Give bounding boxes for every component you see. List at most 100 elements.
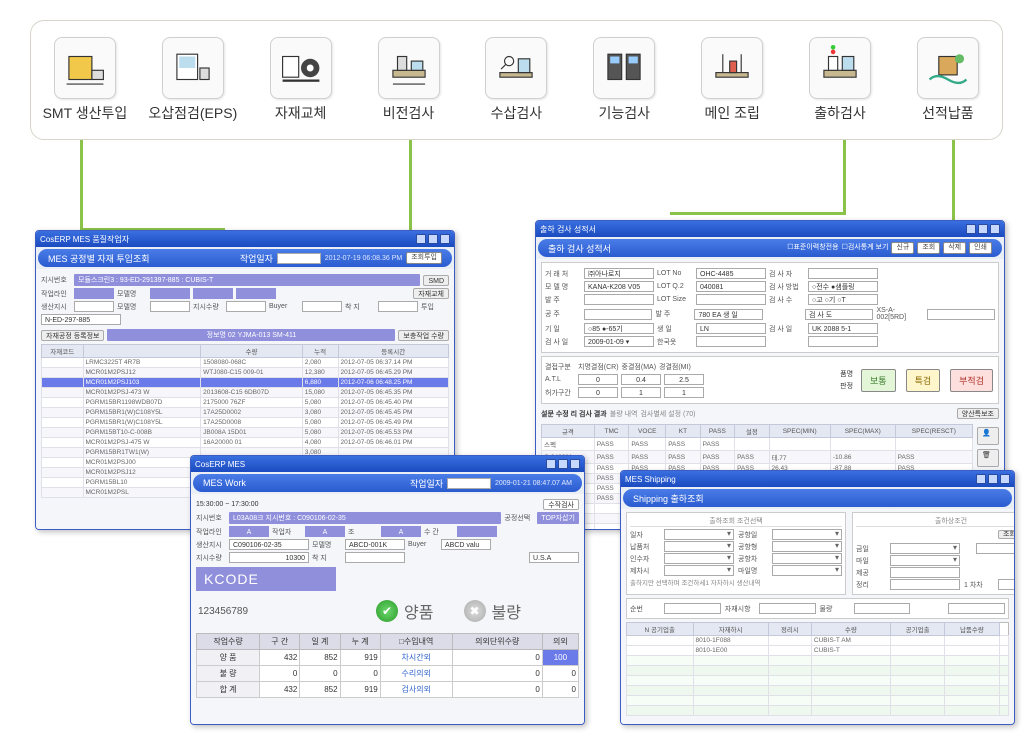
- subheader: MES 공정별 자재 투입조회 작업일자 2012-07-19 2012-07-…: [38, 249, 452, 267]
- gen-button[interactable]: 양산특보조: [957, 408, 999, 419]
- window-buttons[interactable]: [976, 474, 1010, 484]
- window-buttons[interactable]: [416, 234, 450, 244]
- material-icon: [270, 37, 332, 99]
- flow-node-ship[interactable]: 선적납품: [901, 37, 995, 123]
- titlebar[interactable]: 출하 검사 성적서: [536, 221, 1004, 237]
- hand-icon: [485, 37, 547, 99]
- line-field[interactable]: [74, 288, 114, 299]
- subhead-title: MES Work: [203, 478, 246, 488]
- delete-button[interactable]: 삭제: [943, 242, 966, 254]
- feeder-btn[interactable]: 보충작업 수량: [398, 330, 449, 341]
- subhead-title: 출하 검사 성적서: [548, 242, 611, 255]
- barcode-value: 123456789: [198, 606, 318, 617]
- time-range: 15:30:00 ~ 17:30:00: [196, 501, 258, 508]
- subheader: MES Work 작업일자 2009-01-21 2009-01-21 08:4…: [193, 474, 582, 492]
- instr-label: 지시번호: [41, 275, 71, 285]
- top-button[interactable]: 수작검사: [543, 499, 579, 510]
- timestamp: 2012-07-19 06:08.36 PM: [325, 255, 402, 262]
- flow-label: SMT 생산투입: [43, 103, 128, 123]
- view-button[interactable]: 조회: [917, 242, 940, 254]
- flow-node-material[interactable]: 자재교체: [254, 37, 348, 123]
- model-label: 모델명: [117, 289, 147, 299]
- smd-button[interactable]: SMD: [423, 275, 449, 286]
- connector: [843, 140, 846, 214]
- flow-node-out[interactable]: 출하검사: [793, 37, 887, 123]
- fail-button[interactable]: 부적검: [950, 369, 993, 392]
- titlebar[interactable]: CosERP MES 품질작업자: [36, 231, 454, 247]
- print-button[interactable]: 인쇄: [969, 242, 992, 254]
- connector: [80, 140, 83, 230]
- tab-3[interactable]: 검사별세 설정 (70): [640, 409, 695, 419]
- window-title: CosERP MES: [195, 460, 245, 469]
- window-body: 출하조회 조건선택 일자공항일납품처공항형인수자공항차제차시마일명출하지만 선택…: [621, 509, 1014, 725]
- window-title: MES Shipping: [625, 475, 676, 484]
- feeder-tab[interactable]: 자재공정 등록정보: [41, 330, 104, 341]
- instr-field[interactable]: 모듈스크린3 : 93-ED-291397-885 : CUBIS-T: [74, 274, 420, 286]
- flow-label: 메인 조립: [704, 103, 759, 123]
- date-field[interactable]: 2012-07-19: [277, 253, 321, 264]
- flow-label: 선적납품: [922, 103, 974, 123]
- assy-icon: [701, 37, 763, 99]
- model-field[interactable]: [150, 288, 190, 299]
- instr-field[interactable]: L03A08크 지시번호 : C090106-02-35: [229, 512, 501, 524]
- feeder-info: 정보명 02 YJMA-013 SM-411: [107, 329, 395, 341]
- proc-select[interactable]: TOP자삽기: [537, 512, 579, 524]
- flow-node-smt[interactable]: SMT 생산투입: [38, 37, 132, 123]
- hold-button[interactable]: 특검: [906, 369, 941, 392]
- subheader: 출하 검사 성적서 ☐표준이력창전용 ☐검사통계 보기 신규 조회 삭제 인쇄: [538, 239, 1002, 257]
- out-icon: [809, 37, 871, 99]
- subhead-title: Shipping 출하조회: [633, 492, 704, 505]
- fail-button[interactable]: ✖ 불량: [464, 599, 521, 623]
- window-shipping: MES Shipping Shipping 출하조회 출하조회 조건선택 일자공…: [620, 470, 1015, 725]
- query-button[interactable]: 조회: [998, 530, 1014, 539]
- ship-icon: [917, 37, 979, 99]
- window-title: 출하 검사 성적서: [540, 224, 596, 235]
- func-icon: [593, 37, 655, 99]
- window-title: CosERP MES 품질작업자: [40, 234, 129, 245]
- instr-no-field[interactable]: N-ED-297-885: [41, 314, 121, 325]
- smt-icon: [54, 37, 116, 99]
- flow-node-vision[interactable]: 비전검사: [362, 37, 456, 123]
- eps-icon: [162, 37, 224, 99]
- replace-button[interactable]: 자재교체: [413, 288, 449, 299]
- titlebar[interactable]: CosERP MES: [191, 456, 584, 472]
- subhead-title: MES 공정별 자재 투입조회: [48, 252, 150, 265]
- flow-label: 출하검사: [814, 103, 866, 123]
- window-buttons[interactable]: [966, 224, 1000, 234]
- subheader: Shipping 출하조회: [623, 489, 1012, 507]
- tab-1[interactable]: 설문 수정 리 검사 결과: [541, 409, 607, 419]
- process-flow-bar: SMT 생산투입 오삽점검(EPS) 자재교체 비전검사 수삽검사 기능검사 메…: [30, 20, 1003, 140]
- query-button[interactable]: 조회투입: [406, 252, 442, 264]
- panel-title-2: 출하상조건: [856, 516, 1014, 527]
- flow-node-hand[interactable]: 수삽검사: [469, 37, 563, 123]
- side-btn-2[interactable]: 🗑: [977, 449, 999, 467]
- flow-label: 비전검사: [383, 103, 435, 123]
- flow-node-func[interactable]: 기능검사: [577, 37, 671, 123]
- pass-button[interactable]: 보통: [861, 369, 896, 392]
- tab-2[interactable]: 불량 내역: [610, 409, 638, 419]
- connector: [670, 212, 846, 215]
- flow-label: 오삽점검(EPS): [148, 103, 237, 123]
- side-btn-1[interactable]: 👤: [977, 427, 999, 445]
- shipping-grid[interactable]: N 공기업출자재하시정리시수량공기업출납품수량 8010-1F088CUBIS-…: [626, 622, 1009, 716]
- flow-node-assy[interactable]: 메인 조립: [685, 37, 779, 123]
- window-mes-work: CosERP MES MES Work 작업일자 2009-01-21 2009…: [190, 455, 585, 725]
- new-button[interactable]: 신규: [891, 242, 914, 254]
- window-buttons[interactable]: [546, 459, 580, 469]
- pass-button[interactable]: ✔ 양품: [376, 599, 433, 623]
- date-label: 작업일자: [240, 252, 273, 265]
- flow-label: 기능검사: [599, 103, 651, 123]
- prod-label: 생산지시: [41, 302, 71, 312]
- titlebar[interactable]: MES Shipping: [621, 471, 1014, 487]
- vision-icon: [378, 37, 440, 99]
- flow-label: 자재교체: [275, 103, 327, 123]
- window-body: 15:30:00 ~ 17:30:00 수작검사 지시번호 L03A08크 지시…: [191, 494, 584, 725]
- summary-table: 작업수량구 간일 계누 계□수입내역의외단위수량의외 양 품432852919차…: [196, 633, 579, 698]
- kcode-banner: KCODE: [196, 567, 336, 591]
- flow-label: 수삽검사: [491, 103, 543, 123]
- flow-node-eps[interactable]: 오삽점검(EPS): [146, 37, 240, 123]
- pass-icon: ✔: [376, 600, 398, 622]
- line-label: 작업라인: [41, 289, 71, 299]
- fail-icon: ✖: [464, 600, 486, 622]
- panel-title-1: 출하조회 조건선택: [630, 516, 842, 527]
